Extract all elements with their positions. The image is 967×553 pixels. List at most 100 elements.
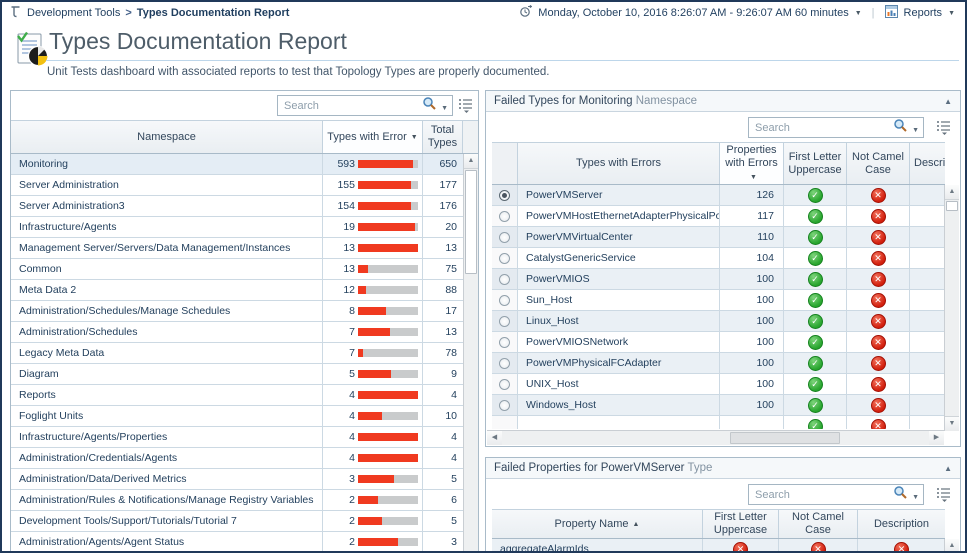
row-radio[interactable]	[499, 336, 510, 348]
column-header-types-with-errors[interactable]: Types with Errors	[518, 143, 720, 184]
row-radio[interactable]	[499, 294, 510, 306]
search-input[interactable]	[278, 99, 423, 112]
namespace-row[interactable]: Administration/Data/Derived Metrics 3 5	[11, 469, 463, 490]
row-radio[interactable]	[499, 399, 510, 411]
column-header-types-with-error[interactable]: Types with Error	[323, 121, 423, 153]
time-range-caret-icon[interactable]	[855, 7, 862, 19]
namespace-row[interactable]: Server Administration3 154 176	[11, 196, 463, 217]
scrollbar-thumb[interactable]	[946, 201, 958, 211]
types-with-error-cell: 7	[323, 343, 423, 363]
namespace-row[interactable]: Diagram 5 9	[11, 364, 463, 385]
description-cell	[910, 395, 945, 415]
scroll-right-button[interactable]	[929, 431, 944, 445]
failed-type-row[interactable]: PowerVMPhysicalFCAdapter 100	[492, 353, 945, 374]
table-customizer-icon[interactable]	[936, 119, 952, 135]
namespace-row[interactable]: Administration/Schedules/Manage Schedule…	[11, 301, 463, 322]
horizontal-scrollbar[interactable]	[487, 430, 944, 445]
search-options-caret-icon[interactable]	[908, 486, 919, 504]
collapse-panel-icon[interactable]	[944, 458, 952, 479]
search-options-caret-icon[interactable]	[908, 119, 919, 137]
type-name-cell: PowerVMServer	[518, 185, 720, 205]
failed-type-row[interactable]: Linux_Host 100	[492, 311, 945, 332]
time-range-label[interactable]: Monday, October 10, 2016 8:26:07 AM - 9:…	[538, 7, 849, 19]
namespace-row[interactable]: Administration/Schedules 7 13	[11, 322, 463, 343]
row-radio[interactable]	[499, 210, 510, 222]
column-header-not-camel-case[interactable]: Not Camel Case	[779, 510, 858, 538]
column-header-properties-with-errors[interactable]: Properties with Errors	[720, 143, 784, 184]
vertical-scrollbar[interactable]	[463, 154, 478, 551]
failed-type-row[interactable]: Sun_Host 100	[492, 290, 945, 311]
row-radio[interactable]	[499, 357, 510, 369]
pass-icon	[807, 271, 823, 287]
namespace-row[interactable]: Meta Data 2 12 88	[11, 280, 463, 301]
row-radio[interactable]	[499, 315, 510, 327]
column-header-description[interactable]: Description	[914, 157, 945, 169]
failed-type-row[interactable]: PowerVMIOS 100	[492, 269, 945, 290]
scroll-up-button[interactable]	[945, 539, 959, 551]
failed-type-row[interactable]: CatalystGenericService 104	[492, 248, 945, 269]
column-header-total-types[interactable]: Total Types	[423, 121, 463, 153]
table-customizer-icon[interactable]	[936, 486, 952, 502]
failed-type-partial-row[interactable]	[492, 416, 945, 429]
namespace-row[interactable]: Monitoring 593 650	[11, 154, 463, 175]
scroll-up-button[interactable]	[945, 185, 959, 200]
search-icon[interactable]	[893, 118, 908, 138]
fail-icon	[870, 229, 886, 245]
namespace-row[interactable]: Development Tools/Support/Tutorials/Tuto…	[11, 511, 463, 532]
property-name-cell: aggregateAlarmIds	[492, 539, 703, 551]
scroll-down-button[interactable]	[945, 416, 959, 431]
namespace-row[interactable]: Common 13 75	[11, 259, 463, 280]
row-radio[interactable]	[499, 231, 510, 243]
failed-types-table-header: Types with Errors Properties with Errors…	[492, 142, 945, 185]
scrollbar-thumb[interactable]	[730, 432, 840, 444]
namespace-row[interactable]: Infrastructure/Agents/Properties 4 4	[11, 427, 463, 448]
error-count: 13	[343, 242, 355, 254]
failed-type-row[interactable]: PowerVMVirtualCenter 110	[492, 227, 945, 248]
namespace-row[interactable]: Infrastructure/Agents 19 20	[11, 217, 463, 238]
column-header-description[interactable]: Description	[873, 517, 930, 530]
namespace-row[interactable]: Legacy Meta Data 7 78	[11, 343, 463, 364]
collapse-panel-icon[interactable]	[944, 91, 952, 112]
namespace-row[interactable]: Administration/Credentials/Agents 4 4	[11, 448, 463, 469]
failed-type-row[interactable]: PowerVMIOSNetwork 100	[492, 332, 945, 353]
search-options-caret-icon[interactable]	[437, 97, 448, 115]
search-icon[interactable]	[422, 96, 437, 116]
vertical-scrollbar[interactable]	[944, 539, 959, 551]
namespace-row[interactable]: Administration/Agents/Agent Status 2 3	[11, 532, 463, 551]
row-radio[interactable]	[499, 378, 510, 390]
scrollbar-thumb[interactable]	[465, 170, 477, 274]
reports-caret-icon[interactable]	[948, 7, 955, 19]
namespace-row[interactable]: Server Administration 155 177	[11, 175, 463, 196]
column-header-first-letter-uppercase[interactable]: First Letter Uppercase	[784, 143, 847, 184]
search-input[interactable]	[749, 488, 894, 501]
namespace-row[interactable]: Reports 4 4	[11, 385, 463, 406]
scroll-left-button[interactable]	[487, 431, 502, 445]
reports-menu-label[interactable]: Reports	[903, 7, 943, 19]
search-icon[interactable]	[893, 485, 908, 505]
namespace-row[interactable]: Administration/Rules & Notifications/Man…	[11, 490, 463, 511]
failed-type-row[interactable]: UNIX_Host 100	[492, 374, 945, 395]
failed-type-row[interactable]: Windows_Host 100	[492, 395, 945, 416]
search-input[interactable]	[749, 121, 894, 134]
breadcrumb-item-development-tools[interactable]: Development Tools	[27, 7, 121, 19]
row-radio[interactable]	[499, 252, 510, 264]
failed-type-row[interactable]: PowerVMHostEthernetAdapterPhysicalPort 11…	[492, 206, 945, 227]
row-radio[interactable]	[499, 273, 510, 285]
column-header-namespace[interactable]: Namespace	[11, 121, 323, 153]
scroll-up-button[interactable]	[464, 154, 478, 169]
namespace-row[interactable]: Foglight Units 4 10	[11, 406, 463, 427]
properties-with-errors-cell: 100	[720, 332, 784, 352]
column-header-not-camel-case[interactable]: Not Camel Case	[847, 143, 910, 184]
table-customizer-icon[interactable]	[458, 97, 474, 113]
column-header-property-name[interactable]: Property Name	[492, 510, 703, 538]
error-bar-track	[358, 160, 418, 168]
error-bar-track	[358, 181, 418, 189]
row-radio[interactable]	[499, 189, 510, 201]
vertical-scrollbar[interactable]	[944, 185, 959, 431]
error-bar-track	[358, 244, 418, 252]
column-header-first-letter-uppercase[interactable]: First Letter Uppercase	[703, 510, 779, 538]
failed-type-row[interactable]: PowerVMServer 126	[492, 185, 945, 206]
first-letter-uppercase-cell	[784, 227, 847, 247]
failed-property-row[interactable]: aggregateAlarmIds	[492, 539, 945, 551]
namespace-row[interactable]: Management Server/Servers/Data Managemen…	[11, 238, 463, 259]
